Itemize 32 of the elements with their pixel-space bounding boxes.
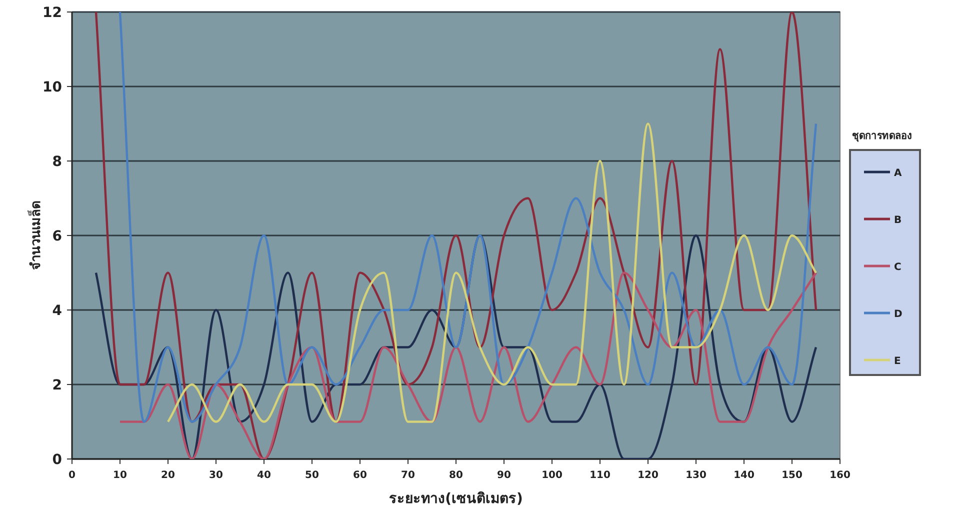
x-tick-label: 20: [161, 470, 175, 481]
x-tick-label: 40: [257, 470, 271, 481]
legend-label: A: [894, 168, 902, 179]
y-tick-label: 2: [52, 378, 62, 394]
x-tick-label: 90: [497, 470, 511, 481]
x-tick-label: 60: [353, 470, 367, 481]
y-tick-label: 0: [52, 452, 62, 468]
x-tick-label: 0: [68, 470, 76, 481]
x-tick-label: 130: [686, 470, 706, 481]
legend-label: B: [894, 215, 902, 226]
y-tick-label: 8: [52, 154, 62, 170]
x-tick-label: 10: [113, 470, 127, 481]
y-tick-label: 10: [42, 80, 62, 96]
y-tick-label: 4: [52, 303, 62, 319]
x-tick-label: 70: [401, 470, 415, 481]
legend-label: E: [894, 356, 901, 367]
y-tick-label: 6: [52, 228, 62, 244]
x-tick-label: 100: [542, 470, 562, 481]
x-axis-title: ระยะทาง(เซนติเมตร): [389, 491, 523, 507]
legend-label: C: [894, 262, 902, 273]
x-tick-label: 160: [830, 470, 850, 481]
x-tick-label: 50: [305, 470, 319, 481]
x-tick-label: 150: [782, 470, 802, 481]
x-tick-label: 80: [449, 470, 463, 481]
legend-title: ชุดการทดลอง: [852, 131, 912, 142]
x-tick-label: 30: [209, 470, 223, 481]
x-tick-label: 140: [734, 470, 754, 481]
y-tick-label: 12: [42, 5, 62, 21]
x-tick-label: 120: [638, 470, 658, 481]
y-axis-title: จำนวนเมล็ด: [26, 201, 44, 270]
legend-label: D: [894, 309, 902, 320]
x-tick-label: 110: [590, 470, 610, 481]
